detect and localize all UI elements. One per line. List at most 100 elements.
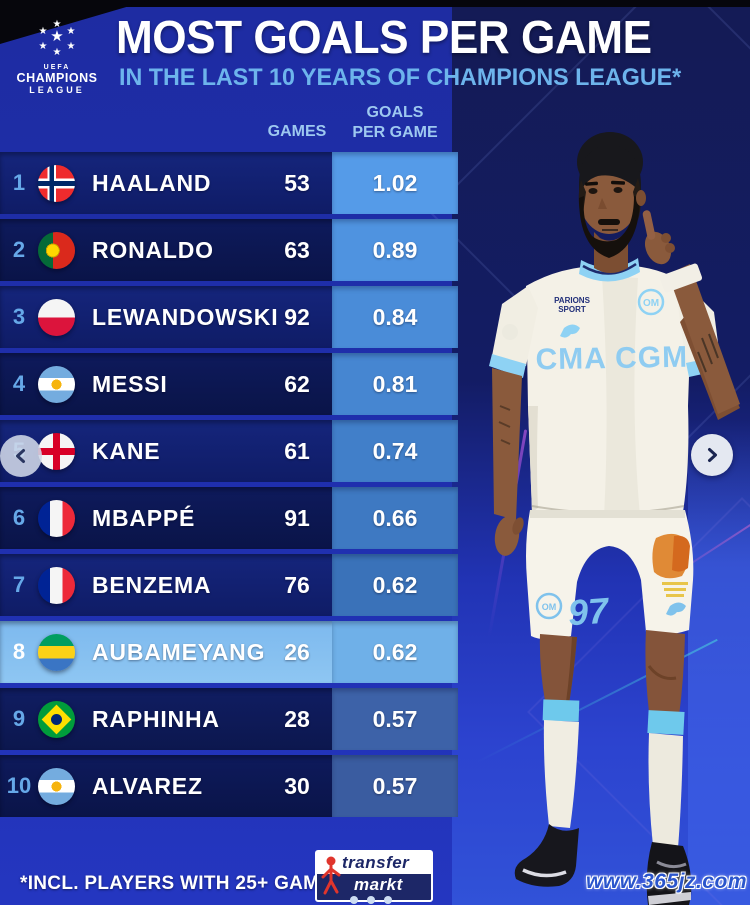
player-name: KANE [92,437,161,464]
table-row: 9 RAPHINHA 28 0.57 [0,688,458,750]
shirt-crest: OM [643,298,659,309]
page-subtitle: IN THE LAST 10 YEARS OF CHAMPIONS LEAGUE… [119,64,682,91]
goals-per-game-value: 0.66 [332,487,458,549]
goals-per-game-value: 0.81 [332,353,458,415]
chevron-right-icon [708,448,717,462]
flag-icon [38,365,75,403]
games-value: 26 [284,638,310,665]
player-name: RONALDO [92,236,214,263]
table-row: 6 MBAPPÉ 91 0.66 [0,487,458,549]
top-black-bar [0,0,750,7]
rank: 9 [12,706,26,731]
table-row: 4 MESSI 62 0.81 [0,353,458,415]
background-bright-band [688,420,750,905]
carousel-next-button[interactable] [691,434,733,476]
flag-icon [38,164,75,202]
player-name: AUBAMEYANG [92,638,266,665]
games-value: 61 [284,437,310,464]
rank: 3 [12,304,26,329]
table-row: 5 KANE 61 0.74 [0,420,458,482]
games-value: 53 [284,169,310,196]
games-value: 28 [284,705,310,732]
shirt-small-sponsor: SPORT [558,305,586,314]
rank: 4 [12,371,26,396]
ranking-table: 1 HAALAND 53 1.02 2 RONALDO 63 0.89 3 LE… [0,152,458,822]
player-name: MBAPPÉ [92,504,196,531]
rank: 7 [12,572,26,597]
games-value: 92 [284,303,310,330]
player-image: PARIONS SPORT OM CMA CGM OM 97 [489,132,740,905]
shorts-crest: OM [542,602,557,612]
rank: 2 [12,237,26,262]
flag-icon [38,566,75,604]
player-name: MESSI [92,370,168,397]
flag-icon [38,432,75,470]
rank: 1 [12,170,26,195]
ucl-starball-icon: ★ ★ ★ ★ ★ ★ ★ [39,19,76,58]
column-header-goals-line2: PER GAME [352,124,438,141]
games-value: 62 [284,370,310,397]
champions-label: CHAMPIONS [16,71,98,85]
shorts-number: 97 [567,590,612,634]
player-name: RAPHINHA [92,705,220,732]
table-row: 7 BENZEMA 76 0.62 [0,554,458,616]
player-name: HAALAND [92,169,212,196]
games-value: 76 [284,571,310,598]
league-label: LEAGUE [29,85,85,95]
table-row: 2 RONALDO 63 0.89 [0,219,458,281]
watermark: www.365jz.com [586,870,747,893]
flag-icon [38,700,75,738]
shirt-small-sponsor: PARIONS [554,296,591,305]
table-row: 10 ALVAREZ 30 0.57 [0,755,458,817]
games-value: 63 [284,236,310,263]
games-value: 91 [284,504,310,531]
rank: 6 [12,505,26,530]
goals-per-game-value: 0.62 [332,554,458,616]
carousel-dots [350,896,392,904]
carousel-dot[interactable] [367,896,375,904]
svg-text:★: ★ [50,27,63,45]
player-name: ALVAREZ [92,772,203,799]
games-value: 30 [284,772,310,799]
flag-icon [38,298,75,336]
footnote: *INCL. PLAYERS WITH 25+ GAMES ONLY [20,873,404,894]
transfermarkt-figure-icon [321,856,341,895]
uefa-label: UEFA [43,64,71,71]
carousel-dot[interactable] [350,896,358,904]
column-header-goals-per-game: GOALS PER GAME [332,103,458,143]
page-title: MOST GOALS PER GAME [116,11,652,63]
goals-per-game-value: 0.74 [332,420,458,482]
goals-per-game-value: 0.62 [332,621,458,683]
rank: 10 [6,773,32,798]
shirt-sponsor: CMA CGM [535,341,688,377]
ucl-logo: ★ ★ ★ ★ ★ ★ ★ UEFA CHAMPIONS LEAGUE [16,14,98,95]
table-row: 1 HAALAND 53 1.02 [0,152,458,214]
goals-per-game-value: 0.89 [332,219,458,281]
flag-icon [38,633,75,671]
transfermarkt-word-top: transfer [342,853,410,872]
goals-per-game-value: 0.84 [332,286,458,348]
carousel-dot[interactable] [384,896,392,904]
column-header-games: GAMES [267,123,327,140]
svg-text:★: ★ [67,41,76,52]
player-name: BENZEMA [92,571,212,598]
flag-icon [38,499,75,537]
carousel-prev-button[interactable] [0,435,42,477]
rank: 8 [12,639,26,664]
svg-text:★: ★ [67,26,76,37]
chevron-left-icon [16,449,25,463]
table-row: 3 LEWANDOWSKI 92 0.84 [0,286,458,348]
flag-icon [38,231,75,269]
svg-text:★: ★ [53,19,62,30]
player-name: LEWANDOWSKI [92,303,279,330]
goals-per-game-value: 0.57 [332,688,458,750]
flag-icon [38,767,75,805]
table-row-highlighted: 8 AUBAMEYANG 26 0.62 [0,621,458,683]
column-header-goals-line1: GOALS [366,104,424,121]
svg-text:★: ★ [39,26,48,37]
transfermarkt-word-bottom: markt [354,875,403,894]
transfermarkt-logo: transfer markt [315,850,433,902]
goals-per-game-value: 0.57 [332,755,458,817]
goals-per-game-value: 1.02 [332,152,458,214]
